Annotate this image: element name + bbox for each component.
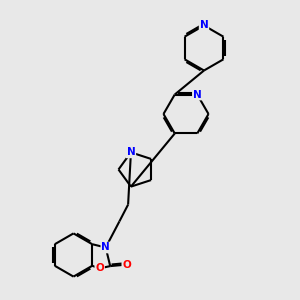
Text: N: N <box>101 242 110 253</box>
Text: N: N <box>193 89 202 100</box>
Text: O: O <box>95 263 104 273</box>
Text: N: N <box>127 147 135 158</box>
Text: O: O <box>122 260 131 270</box>
Text: N: N <box>200 20 208 31</box>
